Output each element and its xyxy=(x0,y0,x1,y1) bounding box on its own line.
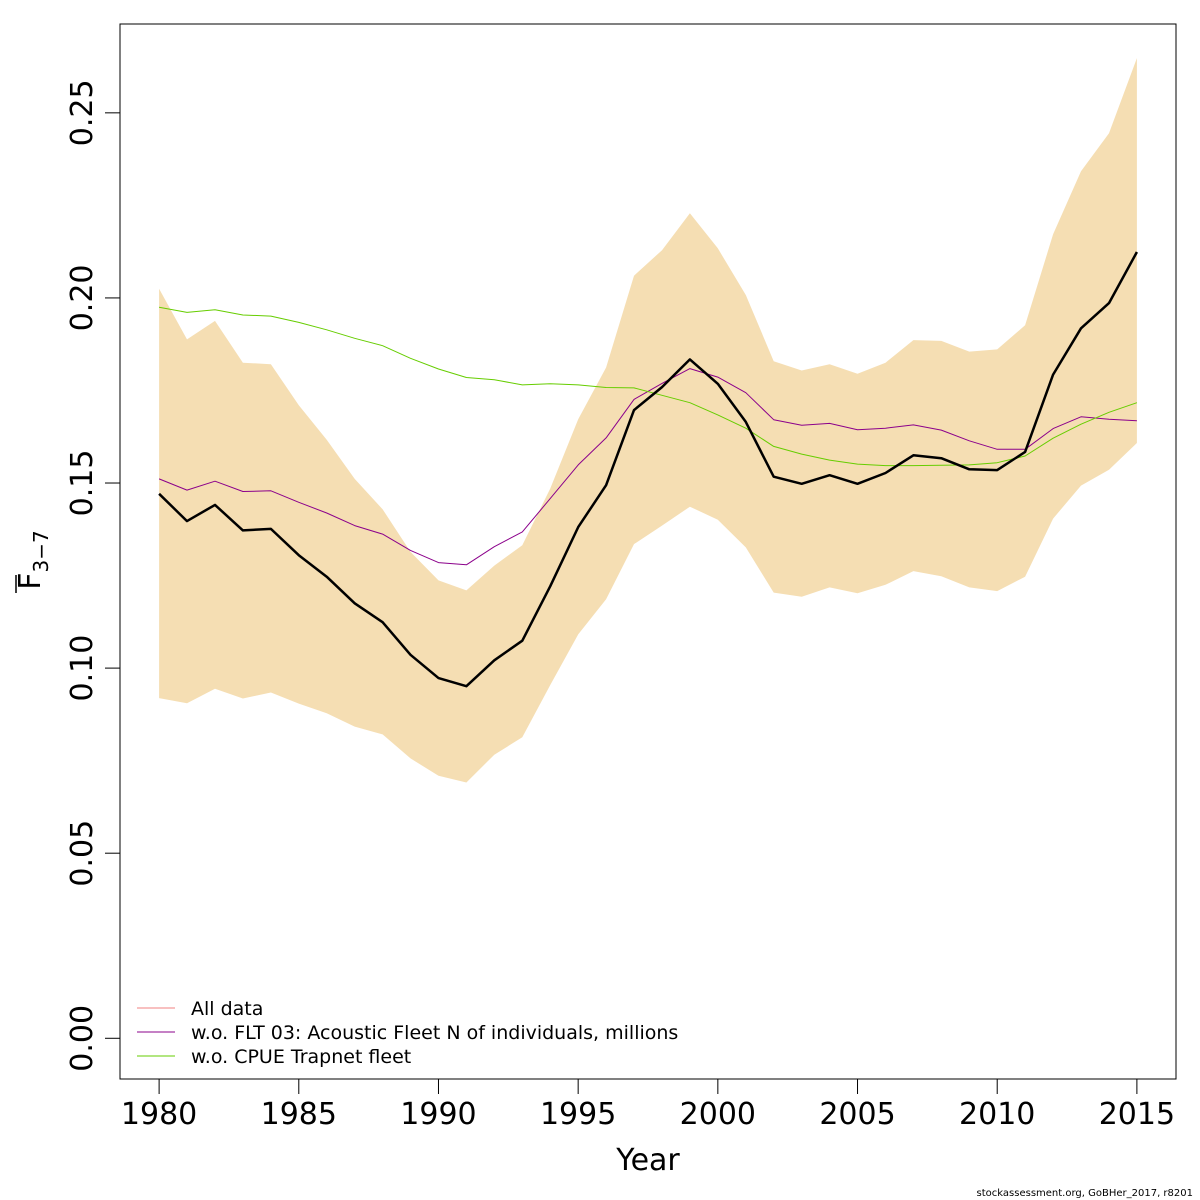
x-tick-label: 1990 xyxy=(400,1097,476,1132)
x-tick-label: 2005 xyxy=(819,1097,895,1132)
x-tick-label: 2015 xyxy=(1099,1097,1175,1132)
y-tick-label: 0.20 xyxy=(65,265,100,332)
x-tick-label: 2000 xyxy=(680,1097,756,1132)
confidence-band xyxy=(159,58,1137,783)
y-tick-label: 0.15 xyxy=(65,450,100,517)
series-line-0 xyxy=(158,251,1138,688)
y-axis: 0.00 0.05 0.10 0.15 0.20 0.25 xyxy=(65,79,121,1072)
y-axis-title: F3−7 xyxy=(13,530,53,593)
legend-label: w.o. CPUE Trapnet fleet xyxy=(191,1046,411,1068)
footer-credit: stockassessment.org, GoBHer_2017, r8201 xyxy=(977,1188,1193,1199)
x-axis-title: Year xyxy=(615,1143,680,1178)
x-tick-label: 1995 xyxy=(540,1097,616,1132)
plot-area xyxy=(158,58,1138,783)
y-axis-title-main: F xyxy=(13,572,48,589)
y-tick-label: 0.10 xyxy=(65,635,100,702)
y-axis-title-sub: 3−7 xyxy=(29,530,53,572)
x-tick-label: 1980 xyxy=(121,1097,197,1132)
series-line-2 xyxy=(159,306,1138,467)
x-tick-label: 2010 xyxy=(959,1097,1035,1132)
legend-label: All data xyxy=(191,998,263,1020)
legend-label: w.o. FLT 03: Acoustic Fleet N of individ… xyxy=(191,1022,678,1044)
y-tick-label: 0.05 xyxy=(65,820,100,887)
x-tick-label: 1985 xyxy=(261,1097,337,1132)
y-tick-label: 0.00 xyxy=(65,1005,100,1072)
svg-text:F3−7: F3−7 xyxy=(13,530,53,589)
y-tick-label: 0.25 xyxy=(65,79,100,146)
x-axis: 1980 1985 1990 1995 2000 2005 2010 2015 xyxy=(121,1078,1175,1132)
